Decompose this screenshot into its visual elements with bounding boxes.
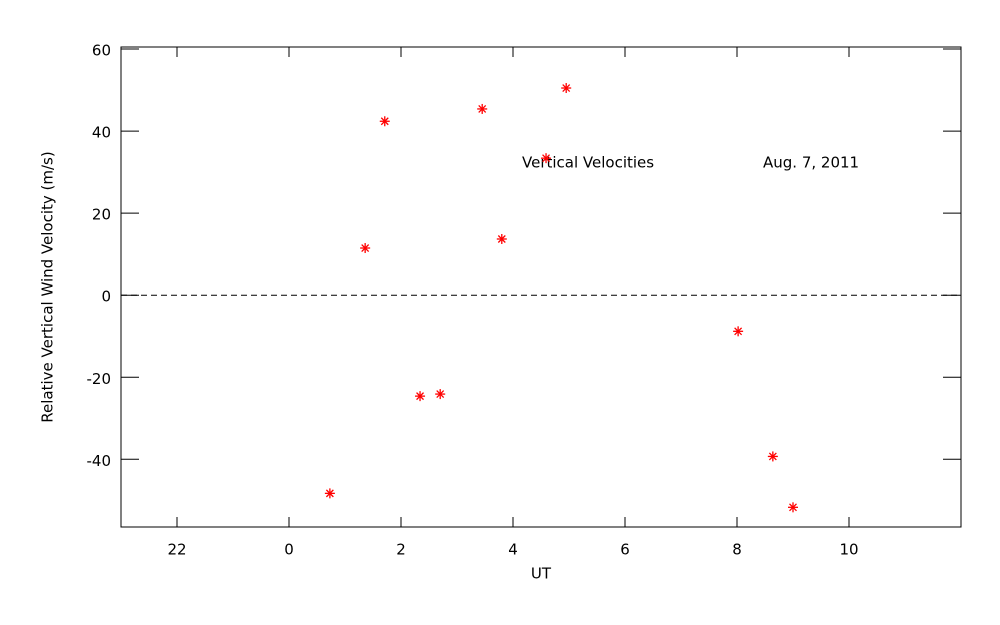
point-stroke	[436, 390, 445, 399]
annotation: Vertical Velocities	[522, 154, 654, 172]
point-stroke	[562, 84, 571, 92]
point	[496, 234, 507, 244]
y-tick-label: 60	[92, 42, 111, 60]
x-tick-label: 22	[167, 541, 186, 559]
y-axis-label: Relative Vertical Wind Velocity (m/s)	[39, 151, 57, 422]
point	[561, 83, 572, 94]
point	[324, 488, 335, 499]
y-tick-label: 0	[101, 288, 111, 306]
annotation: Aug. 7, 2011	[763, 154, 859, 172]
point	[415, 391, 426, 402]
y-tick-label: -40	[87, 452, 112, 470]
x-tick-label: 4	[508, 541, 518, 559]
x-axis-label: UT	[531, 565, 552, 583]
x-tick-label: 6	[620, 541, 630, 559]
x-tick-label: 8	[732, 541, 742, 559]
point	[379, 116, 390, 127]
point-stroke	[380, 117, 389, 126]
point	[541, 153, 552, 164]
point-stroke	[478, 104, 487, 113]
point-stroke	[497, 235, 506, 243]
point-stroke	[789, 503, 797, 512]
point-stroke	[416, 392, 424, 401]
point-stroke	[325, 489, 334, 498]
y-tick-label: 40	[92, 124, 111, 142]
point-stroke	[734, 327, 743, 336]
y-tick-label: 20	[92, 206, 111, 224]
plot-frame	[120, 46, 962, 528]
x-tick-label: 0	[284, 541, 294, 559]
point	[477, 103, 488, 114]
point-stroke	[768, 452, 777, 461]
x-tick-label: 10	[839, 541, 858, 559]
point	[435, 389, 446, 400]
point	[767, 451, 778, 462]
point	[733, 326, 744, 337]
x-tick-label: 2	[396, 541, 406, 559]
point-stroke	[542, 154, 550, 163]
y-tick-label: -20	[87, 370, 112, 388]
point	[360, 243, 371, 254]
point	[788, 502, 798, 513]
point-stroke	[361, 244, 370, 252]
